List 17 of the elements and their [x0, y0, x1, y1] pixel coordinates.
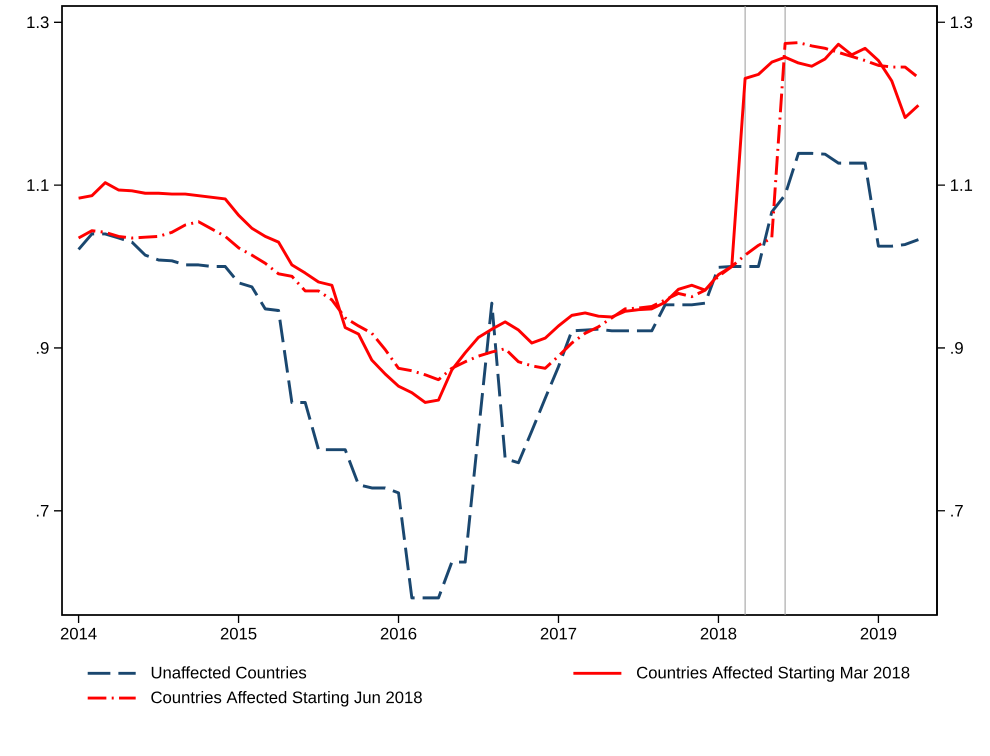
y-tick-label: 1.1	[950, 179, 972, 191]
x-tick-label: 2015	[220, 628, 256, 640]
legend-label: Countries Affected Starting Mar 2018	[637, 666, 910, 682]
y2-tick-label: .9	[36, 342, 49, 354]
x-tick-label: 2017	[540, 628, 576, 640]
legend-label: Unaffected Countries	[152, 666, 306, 679]
y2-tick-label: .7	[36, 505, 48, 517]
y2-tick-label: 1.3	[27, 16, 49, 28]
x-tick-label: 2019	[860, 628, 896, 640]
x-tick-label: 2016	[380, 628, 416, 640]
x-tick-label: 2018	[700, 628, 736, 640]
y2-tick-label: 1.1	[27, 179, 48, 191]
x-tick-label: 2014	[60, 628, 97, 640]
y-tick-label: .7	[951, 505, 963, 517]
legend-label: Countries Affected Starting Jun 2018	[151, 690, 422, 707]
y-tick-label: 1.3	[950, 16, 972, 28]
y-tick-label: .9	[951, 342, 963, 354]
